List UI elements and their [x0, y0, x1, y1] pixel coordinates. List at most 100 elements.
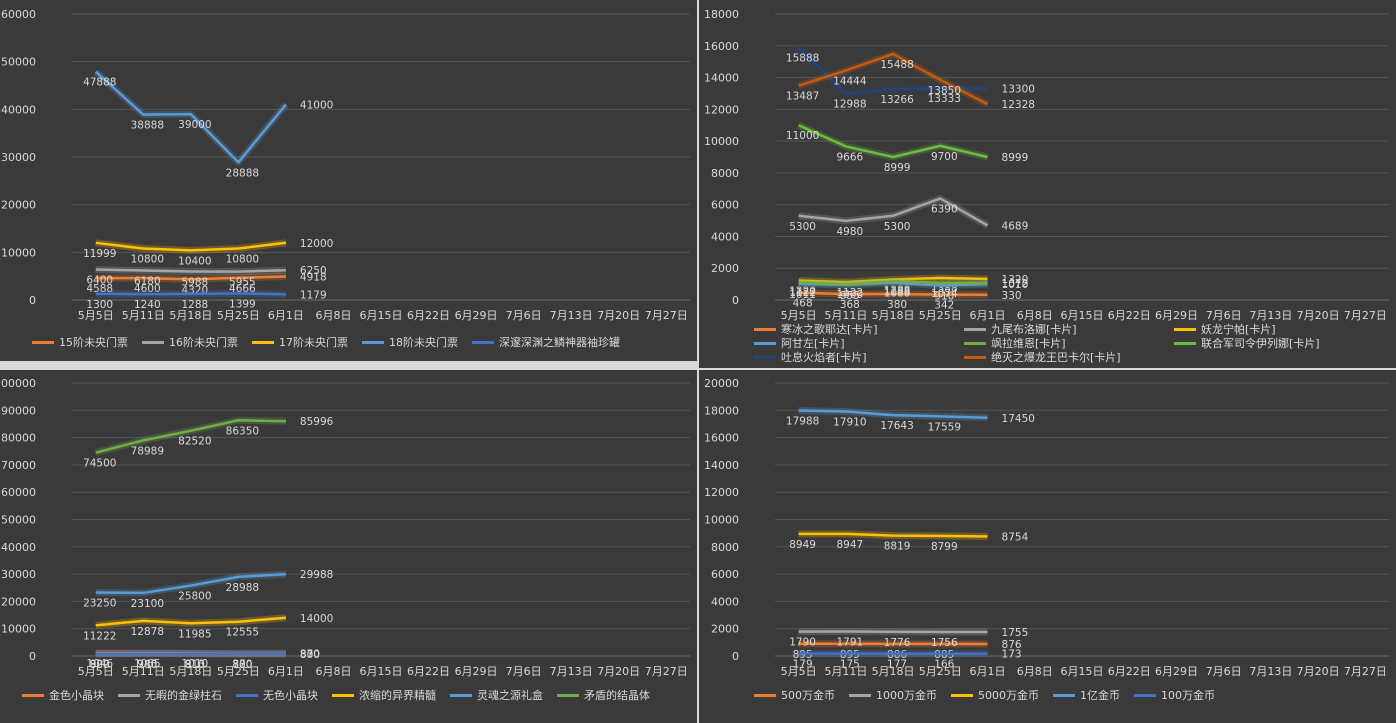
x-tick-label: 6月15日: [1061, 309, 1104, 322]
data-label: 1065: [134, 658, 161, 670]
x-tick-label: 6月22日: [407, 309, 450, 322]
legend-item: 无暇的金绿柱石: [118, 688, 222, 702]
data-label: 1072: [1002, 278, 1029, 290]
legend-swatch: [951, 693, 973, 697]
legend-label: 阿甘左[卡片]: [781, 337, 845, 350]
data-label: 17559: [928, 421, 961, 433]
x-tick-label: 7月27日: [645, 665, 688, 678]
data-label: 800: [300, 649, 320, 661]
data-label: 17450: [1002, 413, 1035, 425]
series-line: [798, 532, 988, 538]
data-label: 82520: [178, 436, 211, 448]
x-tick-label: 5月18日: [169, 665, 212, 678]
x-tick-label: 5月18日: [872, 665, 915, 678]
data-label: 1188: [884, 286, 911, 298]
data-label: 14444: [833, 76, 867, 88]
legend-label: 矛盾的结晶体: [584, 689, 650, 702]
legend-item: 100万金币: [1134, 688, 1215, 702]
legend-swatch: [1134, 693, 1156, 697]
x-tick-label: 6月29日: [455, 665, 498, 678]
x-tick-label: 5月5日: [781, 309, 817, 322]
legend-item: 妖龙宁帕[卡片]: [1174, 322, 1384, 336]
data-label: 876: [1002, 639, 1022, 651]
y-tick-label: 6000: [711, 568, 739, 581]
data-label: 9666: [836, 151, 863, 163]
data-label: 8799: [931, 541, 958, 553]
chart-svg-cards: 0 2000 4000 6000 8000 10000 12000 14000 16000 180…: [704, 8, 1389, 322]
data-label: 6400: [86, 274, 113, 286]
x-tick-label: 5月11日: [122, 309, 165, 322]
data-label: 1046: [86, 658, 113, 670]
data-label: 4600: [134, 283, 161, 295]
x-tick-label: 5月25日: [919, 665, 962, 678]
chart-panel-materials: 0 10000 20000 30000 40000 50000 60000 70000 8000…: [0, 370, 697, 723]
data-label: 1399: [229, 298, 256, 310]
series-line: [798, 279, 988, 286]
legend-label: 16阶未央门票: [169, 336, 238, 349]
data-label: 12878: [131, 626, 164, 638]
y-tick-label: 90000: [1, 404, 36, 417]
chart-svg-gold: 0 2000 4000 6000 8000 10000 12000 14000 16000 180…: [704, 377, 1389, 678]
x-tick-label: 5月11日: [122, 665, 165, 678]
y-tick-label: 0: [29, 294, 36, 307]
data-label: 47888: [83, 77, 116, 89]
legend-label: 100万金币: [1161, 689, 1215, 702]
x-tick-label: 7月13日: [550, 309, 593, 322]
x-tick-label: 7月6日: [1206, 665, 1242, 678]
data-label: 23250: [83, 598, 116, 610]
data-label: 1300: [86, 299, 113, 311]
series-line: [798, 197, 989, 227]
data-label: 179: [793, 659, 813, 671]
y-tick-label: 80000: [1, 432, 36, 445]
legend-item: 联合军司令伊列娜[卡片]: [1174, 336, 1384, 350]
data-label: 810: [185, 659, 205, 671]
data-label: 4689: [1002, 220, 1029, 232]
data-label: 8949: [789, 539, 816, 551]
data-label: 39000: [178, 119, 211, 131]
legend-label: 妖龙宁帕[卡片]: [1201, 323, 1276, 336]
data-label: 1010: [181, 658, 208, 670]
data-label: 830: [300, 649, 320, 661]
legend-cards: 寒冰之歌耶达[卡片] 九尾布洛娜[卡片] 妖龙宁帕[卡片] 阿甘左[卡片] 飒拉维恩[卡…: [699, 322, 1396, 364]
series-line: [95, 268, 286, 273]
x-tick-label: 7月6日: [506, 665, 542, 678]
data-label: 1755: [1002, 627, 1029, 639]
x-tick-label: 6月1日: [268, 309, 304, 322]
data-label: 1000: [836, 289, 863, 301]
data-label: 78989: [131, 445, 164, 457]
y-tick-label: 16000: [704, 40, 739, 53]
y-tick-label: 70000: [1, 459, 36, 472]
x-tick-label: 6月29日: [1155, 665, 1198, 678]
legend-label: 15阶未央门票: [59, 336, 128, 349]
y-tick-label: 10000: [1, 623, 36, 636]
legend-gold: 500万金币 1000万金币 5000万金币 1亿金币 100万金币: [699, 688, 1396, 702]
y-tick-label: 4000: [711, 595, 739, 608]
x-tick-label: 5月25日: [217, 309, 260, 322]
y-tick-label: 30000: [1, 568, 36, 581]
data-label: 74500: [83, 458, 116, 470]
y-tick-label: 12000: [704, 103, 739, 116]
y-tick-label: 40000: [1, 103, 36, 116]
data-label: 368: [840, 299, 860, 311]
data-label: 5300: [789, 221, 816, 233]
x-tick-label: 6月15日: [360, 665, 403, 678]
legend-tickets: 15阶未央门票 16阶未央门票 17阶未央门票 18阶未央门票 深邃深渊之鳞神器袖珍罐: [0, 335, 697, 349]
chart-panel-gold: 0 2000 4000 6000 8000 10000 12000 14000 16000 180…: [699, 370, 1396, 723]
legend-label: 5000万金币: [978, 689, 1039, 702]
data-label: 1756: [931, 637, 958, 649]
y-tick-label: 14000: [704, 459, 739, 472]
y-tick-label: 100000: [0, 377, 36, 390]
data-label: 1791: [836, 637, 863, 649]
legend-label: 金色小晶块: [49, 689, 104, 702]
legend-label: 九尾布洛娜[卡片]: [991, 323, 1077, 336]
data-label: 330: [1002, 290, 1022, 302]
x-tick-label: 5月5日: [78, 309, 114, 322]
data-label: 4588: [86, 283, 113, 295]
data-label: 13850: [928, 85, 961, 97]
data-label: 380: [887, 299, 907, 311]
y-tick-label: 14000: [704, 72, 739, 85]
legend-label: 飒拉维恩[卡片]: [991, 337, 1066, 350]
legend-item: 1亿金币: [1053, 688, 1120, 702]
x-tick-label: 5月11日: [824, 665, 867, 678]
x-tick-label: 6月29日: [1155, 309, 1198, 322]
